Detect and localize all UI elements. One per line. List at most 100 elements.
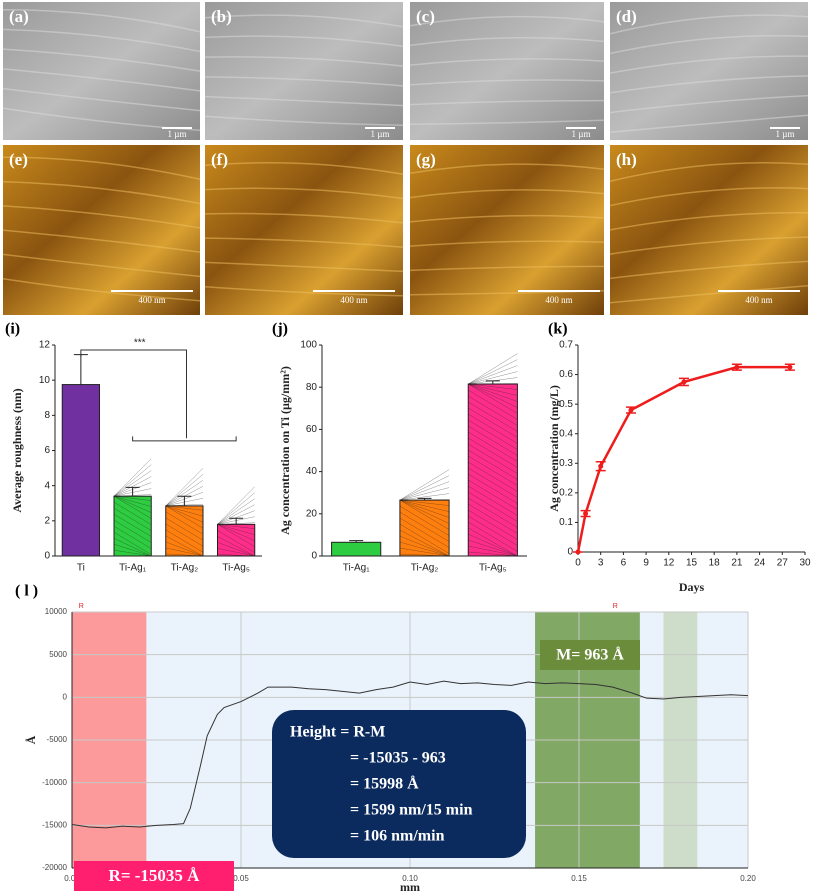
y-tick-label: 0 <box>44 551 50 562</box>
hatch <box>468 425 518 456</box>
x-tick-label: Ti-Ag₂ <box>411 563 439 574</box>
hatch <box>468 431 518 462</box>
error-bar <box>417 497 432 501</box>
y-axis-label: Å <box>24 735 38 744</box>
hatch <box>468 353 518 385</box>
x-tick-label: 21 <box>731 558 743 569</box>
panel-label: (k) <box>548 321 568 338</box>
sem-image <box>410 2 604 140</box>
y-tick-label: 0 <box>567 547 573 558</box>
hatch <box>399 475 450 501</box>
y-tick-label: 0.2 <box>559 487 573 498</box>
hatch <box>217 554 255 557</box>
y-tick-label: 0.7 <box>559 340 573 351</box>
y-tick-label: 80 <box>306 382 318 393</box>
x-tick-label: Ti-Ag₁ <box>343 563 371 574</box>
hatch <box>217 530 255 553</box>
hatch <box>165 553 204 557</box>
texture <box>409 99 605 106</box>
height-line: = 106 nm/min <box>350 828 445 845</box>
texture <box>2 156 201 181</box>
texture <box>204 285 404 297</box>
hatch <box>217 548 255 557</box>
hatch <box>113 520 152 543</box>
afm-image <box>205 145 403 315</box>
hatch <box>165 505 204 517</box>
hatch <box>113 496 152 519</box>
annotation: *** <box>134 338 146 349</box>
hatch <box>113 495 152 507</box>
y-tick-label: -5000 <box>47 735 68 744</box>
texture <box>409 163 605 175</box>
y-tick-label: 0 <box>311 551 317 562</box>
hatch <box>468 467 518 498</box>
hatch <box>399 547 450 557</box>
hatch <box>399 469 450 501</box>
x-tick-label: 0.15 <box>571 874 587 883</box>
hatch <box>165 547 204 557</box>
y-tick-label: 0.1 <box>559 517 573 528</box>
hatch <box>113 458 152 497</box>
hatch <box>399 487 450 501</box>
marker-label: R <box>79 603 84 610</box>
hatch <box>468 371 518 385</box>
hatch <box>113 543 152 557</box>
texture <box>204 14 404 28</box>
error-bar <box>485 380 500 385</box>
hatch <box>165 541 204 557</box>
hatch <box>399 499 450 530</box>
texture <box>2 8 201 33</box>
hatch <box>113 514 152 537</box>
texture <box>609 35 809 55</box>
hatch <box>113 526 152 549</box>
hatch <box>113 476 152 497</box>
hatch <box>468 527 518 557</box>
texture <box>609 161 809 183</box>
hatch <box>468 533 518 557</box>
texture <box>409 58 605 66</box>
panel-label: (c) <box>416 7 435 26</box>
y-tick-label: 5000 <box>49 650 67 659</box>
y-tick-label: 60 <box>306 424 318 435</box>
x-tick-label: Ti-Ag₅ <box>222 563 250 574</box>
hatch <box>165 511 204 535</box>
y-axis-label: Ag concentration on Ti (µg/mm²) <box>278 366 292 535</box>
hatch <box>399 535 450 557</box>
hatch <box>468 383 518 390</box>
panel-label: (b) <box>211 7 232 26</box>
error-bar <box>177 495 192 506</box>
hatch <box>468 461 518 492</box>
hatch <box>468 365 518 385</box>
y-tick-label: 6 <box>44 445 50 456</box>
y-tick-label: 4 <box>44 480 50 491</box>
texture <box>204 115 404 127</box>
texture <box>409 214 605 223</box>
bar <box>216 523 256 557</box>
texture <box>2 68 201 92</box>
hatch <box>399 541 450 557</box>
y-tick-label: -20000 <box>42 863 67 872</box>
texture <box>204 187 404 200</box>
height-line: = 15998 Å <box>350 775 419 793</box>
panel-label: ( l ) <box>15 583 38 600</box>
texture <box>204 56 404 67</box>
texture <box>204 35 404 48</box>
r-box <box>74 861 234 891</box>
y-tick-label: 0.3 <box>559 458 573 469</box>
panel-label: (f) <box>211 150 228 169</box>
bar <box>467 383 518 557</box>
y-axis-label: Average roughness (nm) <box>10 388 24 512</box>
x-axis-label: mm <box>400 880 420 893</box>
texture <box>409 15 605 27</box>
y-tick-label: 12 <box>39 340 51 351</box>
texture <box>609 236 809 255</box>
x-tick-label: Ti-Ag₂ <box>171 563 199 574</box>
hatch <box>399 553 450 557</box>
texture <box>609 260 809 280</box>
texture <box>2 87 201 112</box>
x-tick-label: 24 <box>754 558 766 569</box>
texture <box>409 265 605 272</box>
y-tick-label: 100 <box>300 340 317 351</box>
hatch <box>468 413 518 444</box>
